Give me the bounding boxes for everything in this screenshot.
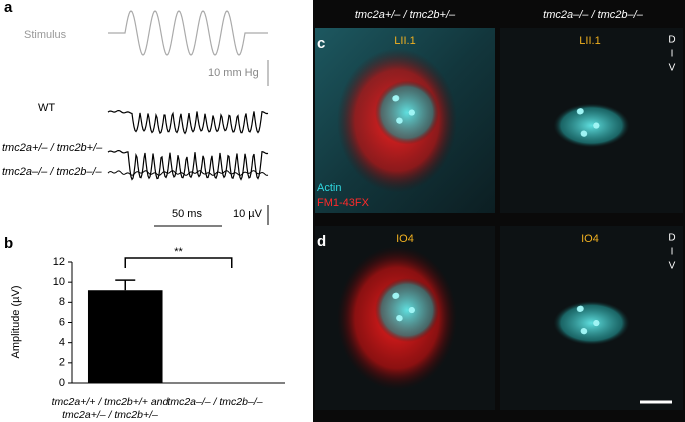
stain-label: Actin (317, 182, 341, 194)
trace-label: WT (38, 102, 55, 114)
panel-label: c (317, 35, 325, 52)
stereocilia-dot (593, 122, 600, 129)
stereocilia-dot (396, 117, 403, 124)
orientation-label: V (669, 63, 676, 74)
panel-label: b (4, 235, 13, 252)
panel-label: a (4, 0, 13, 16)
hair-cell-bundle (375, 278, 439, 342)
pressure-scale-label: 10 mm Hg (208, 67, 259, 79)
stereocilia-dot (580, 130, 587, 137)
x-tick-label: tmc2a+/+ / tmc2b+/+ and tmc2a+/– / tmc2b… (51, 396, 169, 421)
hair-cell-bundle (553, 301, 630, 345)
response-trace (107, 150, 269, 181)
x-tick-label: tmc2a–/– / tmc2b–/– (167, 396, 263, 408)
voltage-scale-label: 10 µV (233, 208, 263, 220)
stain-label: FM1-43FX (317, 197, 370, 209)
stereocilia-dot (577, 108, 584, 115)
y-tick-label: 10 (53, 276, 65, 288)
significance-bracket (124, 257, 233, 268)
y-axis-title: Amplitude (µV) (10, 286, 22, 359)
y-tick-label: 2 (59, 357, 65, 369)
stereocilia-dot (408, 307, 415, 314)
region-label: IO4 (396, 233, 414, 245)
hair-cell-bundle (553, 103, 630, 148)
y-tick-label: 12 (53, 256, 65, 268)
trace-label: tmc2a–/– / tmc2b–/– (2, 166, 103, 178)
orientation-label: D (668, 233, 675, 244)
y-tick-label: 8 (59, 296, 65, 308)
column-header: tmc2a–/– / tmc2b–/– (543, 9, 644, 21)
time-scale-label: 50 ms (172, 208, 202, 220)
orientation-label: V (669, 261, 676, 272)
panel-label: d (317, 233, 326, 250)
stimulus-trace (108, 10, 268, 56)
orientation-label: D (668, 35, 675, 46)
orientation-label: I (671, 247, 674, 258)
significance-label: ** (174, 246, 183, 258)
response-trace (107, 170, 269, 176)
y-tick-label: 0 (59, 377, 65, 389)
stimulus-label: Stimulus (24, 29, 67, 41)
orientation-label: I (671, 49, 674, 60)
region-label: LII.1 (394, 35, 415, 47)
stereocilia-dot (577, 305, 584, 312)
region-label: IO4 (581, 233, 599, 245)
y-tick-label: 6 (59, 316, 65, 328)
bar (87, 290, 163, 383)
response-trace (107, 110, 269, 135)
stereocilia-dot (393, 95, 400, 102)
stereocilia-dot (393, 292, 400, 299)
column-header: tmc2a+/– / tmc2b+/– (355, 9, 456, 21)
stereocilia-dot (396, 315, 403, 322)
stereocilia-dot (408, 109, 415, 116)
y-tick-label: 4 (59, 337, 65, 349)
stereocilia-dot (593, 320, 600, 327)
trace-label: tmc2a+/– / tmc2b+/– (2, 142, 103, 154)
stereocilia-dot (580, 328, 587, 335)
region-label: LII.1 (579, 35, 600, 47)
hair-cell-bundle (375, 80, 439, 145)
